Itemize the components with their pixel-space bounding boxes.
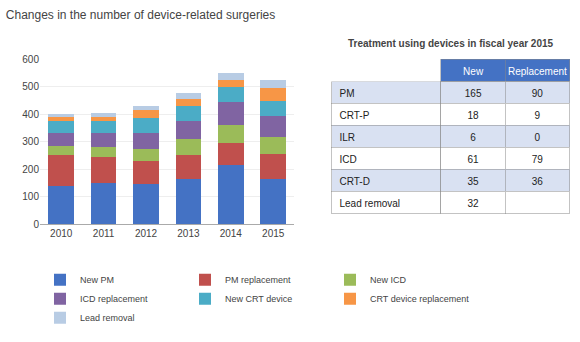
svg-text:2013: 2013 — [177, 228, 200, 239]
svg-text:Replacement: Replacement — [508, 66, 567, 77]
svg-text:Treatment using devices in fis: Treatment using devices in fiscal year 2… — [348, 38, 554, 49]
svg-text:400: 400 — [22, 109, 39, 120]
svg-text:0: 0 — [535, 132, 541, 143]
svg-text:CRT-D: CRT-D — [340, 176, 370, 187]
svg-text:32: 32 — [468, 198, 480, 209]
svg-text:600: 600 — [22, 54, 39, 65]
svg-text:Lead removal: Lead removal — [80, 313, 135, 323]
svg-text:ICD: ICD — [340, 154, 357, 165]
svg-text:2011: 2011 — [93, 228, 115, 239]
svg-text:200: 200 — [22, 164, 39, 175]
svg-text:36: 36 — [532, 176, 544, 187]
svg-text:2015: 2015 — [262, 228, 285, 239]
svg-text:300: 300 — [22, 136, 39, 147]
svg-text:New: New — [463, 66, 484, 77]
svg-text:PM: PM — [340, 88, 355, 99]
svg-text:6: 6 — [470, 132, 476, 143]
svg-text:ICD replacement: ICD replacement — [80, 294, 148, 304]
svg-text:9: 9 — [535, 110, 541, 121]
svg-text:New ICD: New ICD — [370, 275, 407, 285]
svg-text:100: 100 — [22, 191, 39, 202]
svg-text:500: 500 — [22, 81, 39, 92]
svg-text:CRT-P: CRT-P — [340, 110, 370, 121]
svg-text:18: 18 — [468, 110, 480, 121]
svg-text:Lead removal: Lead removal — [340, 198, 401, 209]
svg-text:61: 61 — [468, 154, 480, 165]
svg-text:New CRT device: New CRT device — [225, 294, 292, 304]
svg-text:ILR: ILR — [340, 132, 356, 143]
svg-text:Changes in the number of devic: Changes in the number of device-related … — [6, 8, 275, 22]
svg-text:0: 0 — [33, 219, 39, 230]
svg-text:New PM: New PM — [80, 275, 114, 285]
svg-text:35: 35 — [468, 176, 480, 187]
svg-text:2014: 2014 — [220, 228, 243, 239]
svg-text:PM replacement: PM replacement — [225, 275, 291, 285]
svg-text:165: 165 — [465, 88, 482, 99]
svg-text:CRT device replacement: CRT device replacement — [370, 294, 469, 304]
svg-text:90: 90 — [532, 88, 544, 99]
svg-text:2010: 2010 — [50, 228, 73, 239]
svg-text:79: 79 — [532, 154, 544, 165]
svg-text:2012: 2012 — [135, 228, 158, 239]
